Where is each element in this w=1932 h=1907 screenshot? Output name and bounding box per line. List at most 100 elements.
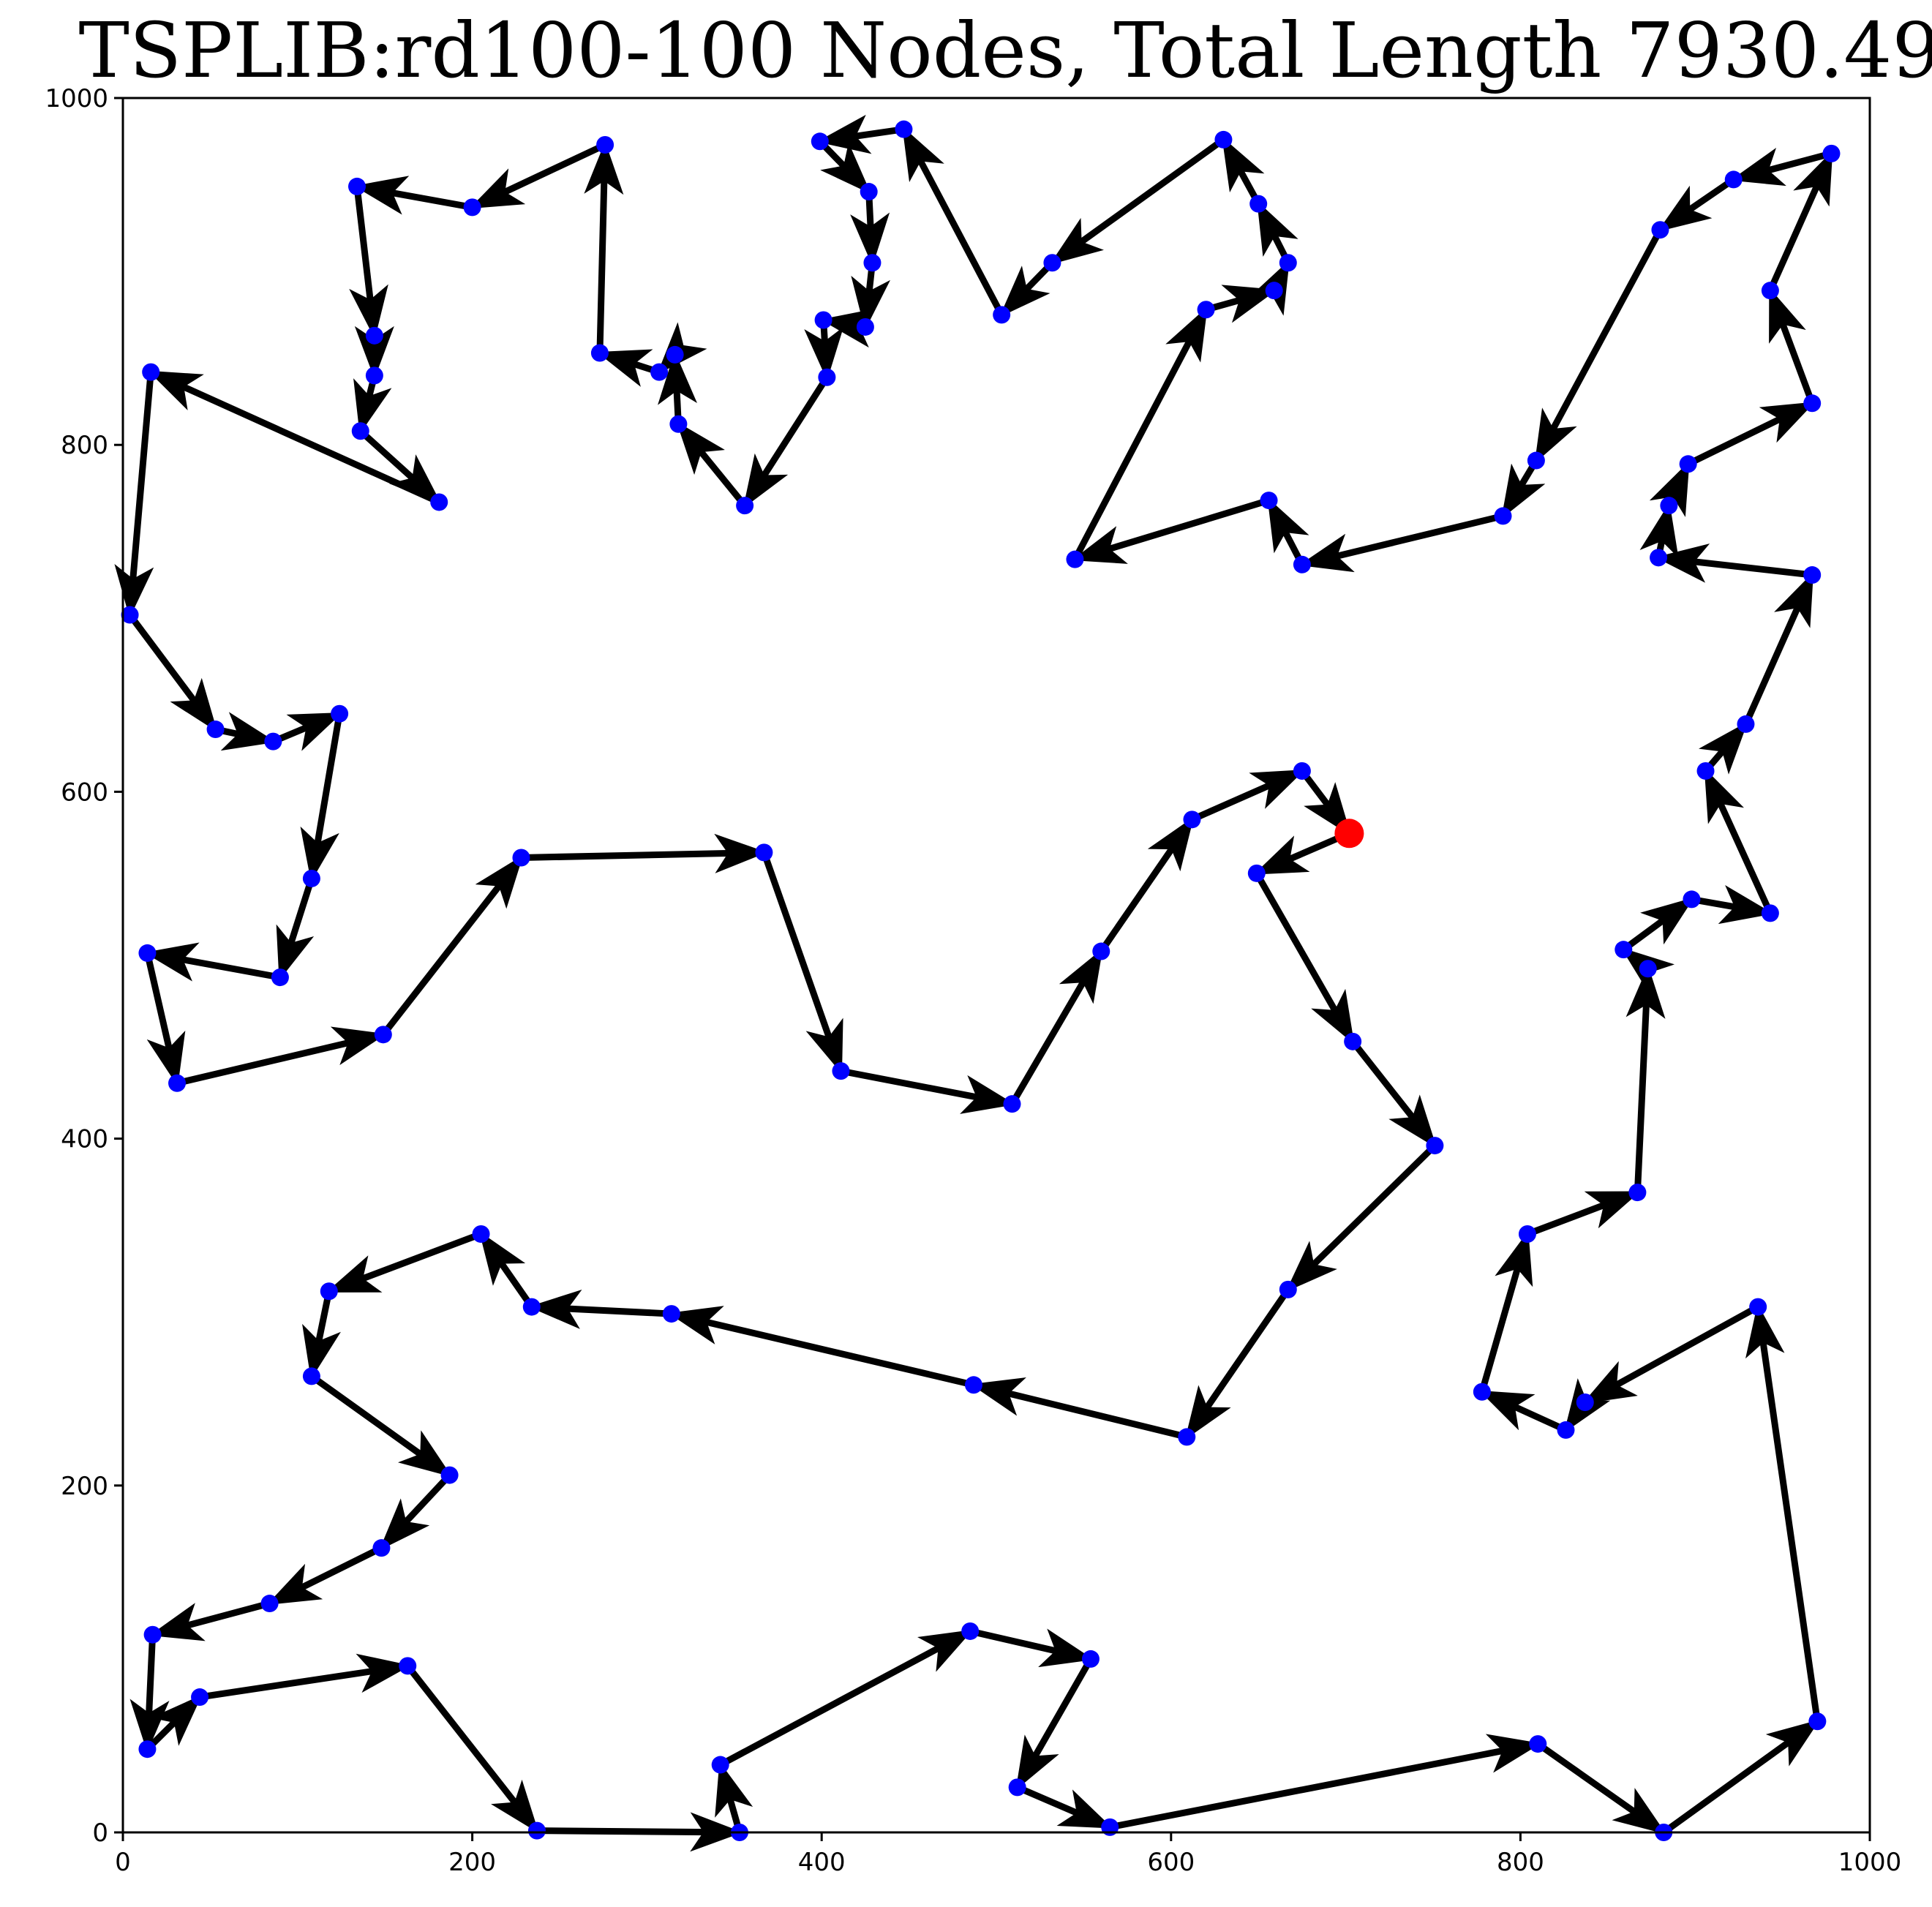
tour-node-34 [1628,1184,1647,1202]
tour-edge-7 [528,1289,672,1329]
tour-edge-45 [1767,287,1816,405]
tour-edge-5 [970,1377,1188,1440]
tour-edge-18 [405,1663,540,1834]
tour-node-59 [1214,130,1233,148]
tour-edge-23 [1014,1657,1094,1791]
tour-edge-85 [300,712,343,882]
tour-node-2 [1344,1032,1362,1050]
tour-edge-62 [816,114,905,154]
tour-node-38 [1761,904,1779,922]
x-tick-label-5: 1000 [1838,1848,1902,1877]
tour-edge-41 [1655,543,1813,583]
tour-edge-65 [851,262,891,331]
tour-node-67 [814,311,832,329]
tour-edge-48 [1657,176,1736,233]
tour-node-33 [1518,1225,1536,1244]
tour-node-58 [1249,195,1268,213]
tour-edge-37 [1691,885,1774,925]
tour-edge-14 [149,1600,271,1641]
x-tick-label-0: 0 [115,1848,131,1877]
tour-node-87 [271,968,289,987]
tour-edge-95 [1098,816,1195,954]
tour-edge-20 [715,1761,753,1834]
tour-edge-44 [1686,400,1816,467]
tour-node-6 [964,1376,982,1394]
tour-edge-79 [358,428,442,505]
tour-edge-52 [1266,497,1309,566]
tour-node-82 [121,606,139,624]
tour-node-12 [440,1466,459,1484]
tour-node-39 [1696,761,1715,780]
tour-edge-60 [999,260,1055,317]
tour-node-13 [372,1539,391,1557]
tour-node-7 [662,1305,680,1323]
tour-edge-93 [840,1067,1015,1114]
tour-node-26 [1529,1735,1547,1753]
tour-node-53 [1260,492,1278,510]
tour-node-66 [856,317,874,336]
tour-edge-76 [349,186,388,339]
tour-edge-34 [1625,965,1666,1193]
tour-node-55 [1197,301,1215,319]
tour-node-32 [1473,1383,1491,1401]
tour-node-96 [1183,810,1201,829]
y-tick-label-5: 1000 [45,84,108,113]
tour-node-17 [191,1688,209,1707]
tour-node-97 [1293,761,1311,780]
tour-edge-88 [144,952,186,1087]
tour-edge-90 [380,854,525,1037]
y-tick-label-3: 600 [61,778,108,807]
tour-node-88 [138,944,157,962]
tour-edge-80 [148,369,441,505]
tour-node-18 [399,1657,417,1675]
tour-edge-10 [302,1290,341,1380]
tour-edge-54 [1072,306,1209,561]
tour-edge-87 [144,942,281,982]
tour-node-30 [1576,1393,1594,1411]
tour-edge-12 [379,1472,452,1551]
tour-node-24 [1008,1778,1026,1797]
tour-node-83 [206,721,225,739]
tour-node-90 [374,1026,392,1044]
tour-node-19 [527,1821,546,1840]
tour-node-89 [168,1074,187,1092]
tour-edge-24 [1015,1784,1113,1831]
tour-edge-38 [1702,767,1773,915]
tour-edge-36 [1621,896,1695,952]
tour-node-3 [1426,1137,1444,1155]
y-tick-label-2: 400 [61,1125,108,1154]
tour-node-84 [264,732,282,751]
tour-node-54 [1066,550,1084,568]
tour-edge-9 [326,1230,483,1295]
tour-node-37 [1683,890,1701,909]
tour-edges [114,114,1835,1852]
tour-node-10 [320,1282,338,1301]
tour-edge-3 [1285,1143,1437,1293]
tour-node-71 [666,345,684,364]
tour-node-95 [1092,942,1110,960]
tour-node-60 [1043,254,1061,272]
tour-edge-83 [214,712,277,751]
tour-edge-61 [901,126,1005,317]
tour-node-70 [669,415,688,433]
tour-edge-11 [309,1373,453,1478]
tour-node-22 [961,1622,980,1640]
y-tick-label-1: 200 [61,1472,108,1501]
tour-node-23 [1081,1650,1100,1668]
tour-node-76 [347,177,366,195]
tour-node-47 [1822,144,1841,162]
tour-nodes [121,120,1841,1841]
chart-title: TSPLIB:rd100-100 Nodes, Total Length 793… [78,6,1932,95]
tour-node-21 [711,1756,729,1774]
tour-node-78 [365,366,383,385]
axes: 0 200 400 600 800 1000 0 200 400 600 800 1000 [45,84,1901,1877]
tour-edge-22 [969,1628,1094,1668]
tour-edge-31 [1478,1388,1568,1434]
tour-node-1 [1247,864,1266,882]
tour-edge-27 [1661,1718,1821,1835]
tour-node-62 [895,120,913,138]
tour-node-52 [1293,555,1311,573]
tour-node-80 [430,493,448,511]
tour-edge-21 [718,1628,974,1768]
